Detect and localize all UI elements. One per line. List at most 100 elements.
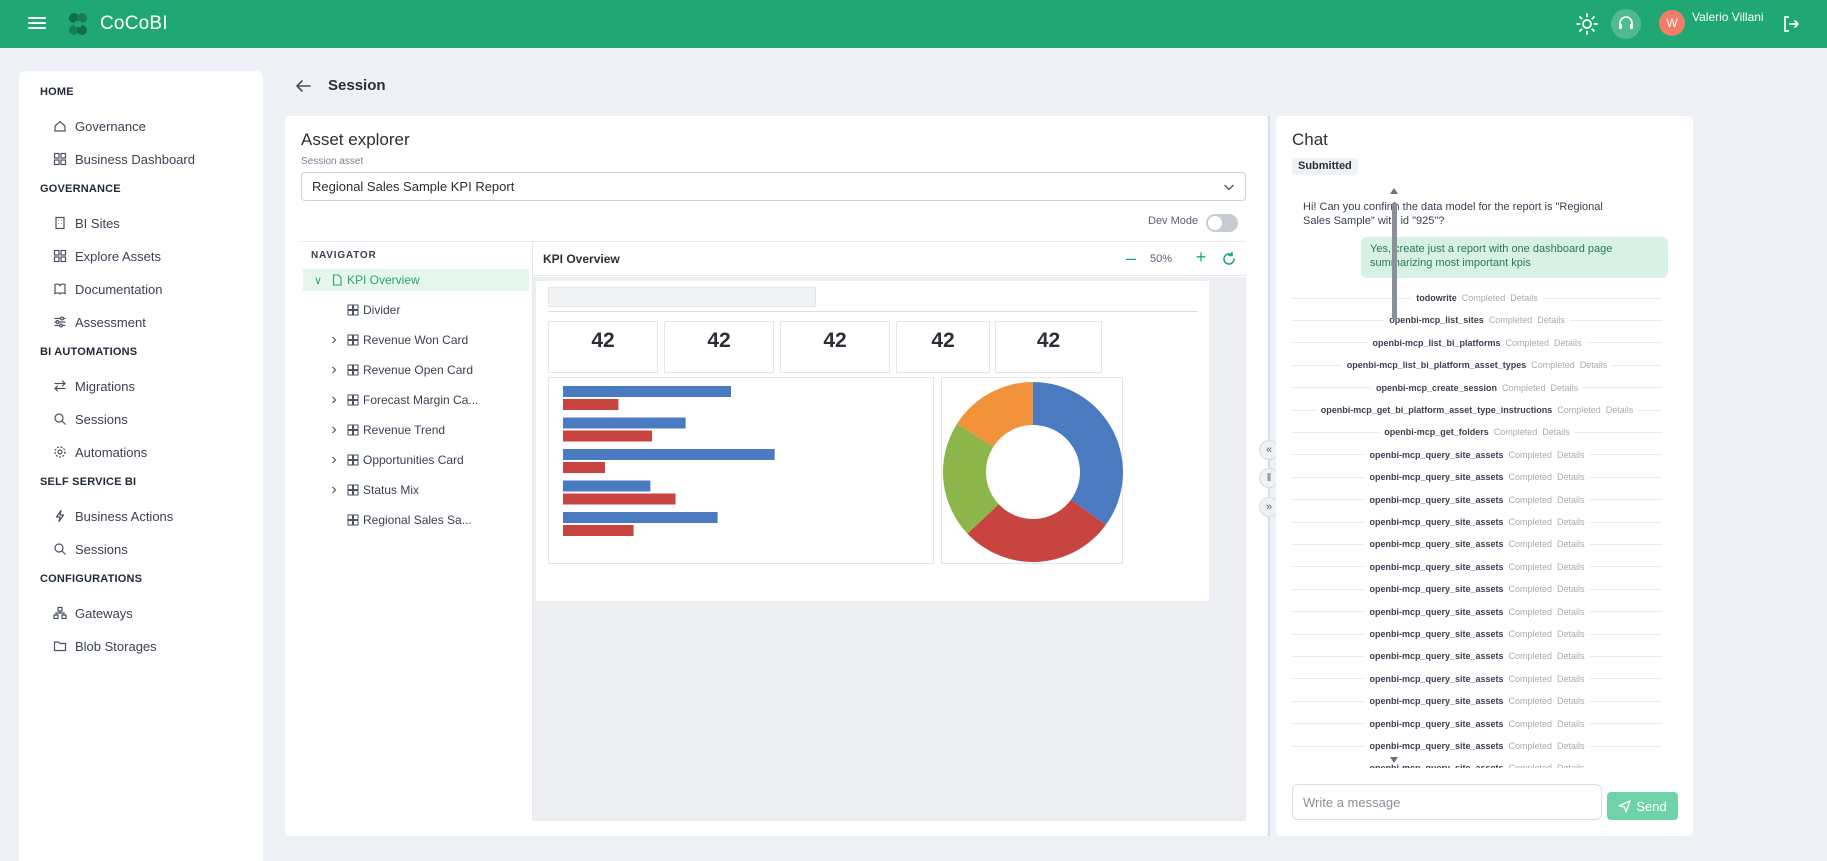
tool-status: Completed [1508, 494, 1553, 505]
tool-name: openbi-mcp_query_site_assets [1369, 494, 1504, 505]
avatar[interactable]: W [1659, 10, 1685, 36]
sidebar-item-governance[interactable]: Governance [53, 114, 146, 138]
sidebar-item-gateways[interactable]: Gateways [53, 601, 133, 625]
sidebar-item-business-dashboard[interactable]: Business Dashboard [53, 147, 195, 171]
bar-series-2 [563, 462, 605, 473]
details-link[interactable]: Details [1557, 517, 1585, 527]
row-line [1589, 454, 1663, 456]
navigator-item[interactable]: Divider [327, 299, 400, 321]
asset-explorer-title: Asset explorer [301, 130, 410, 149]
row-line [1292, 678, 1365, 680]
building-icon [53, 216, 67, 230]
navigator-item[interactable]: › Revenue Trend [327, 419, 445, 441]
report-canvas: KPI Overview – 50% + 42 42 42 42 42 [533, 241, 1246, 821]
row-line [1589, 499, 1663, 501]
details-link[interactable]: Details [1557, 561, 1585, 572]
chevron-right-icon[interactable]: › [331, 481, 337, 498]
sidebar-item-explore-assets[interactable]: Explore Assets [53, 244, 161, 268]
details-link[interactable]: Details [1554, 337, 1582, 348]
row-line [1292, 521, 1365, 523]
sidebar-item-sessions-self-service[interactable]: Sessions [53, 537, 128, 561]
tool-status: Completed [1508, 606, 1553, 617]
row-line [1589, 655, 1663, 657]
details-link[interactable]: Details [1557, 449, 1585, 460]
navigator-item-label: Revenue Open Card [363, 363, 474, 377]
details-link[interactable]: Details [1557, 472, 1585, 483]
details-link[interactable]: Details [1557, 741, 1585, 751]
navigator-item[interactable]: ∨ KPI Overview [303, 269, 529, 291]
pause-icon[interactable]: ‖ [1259, 468, 1279, 488]
sidebar-item-documentation[interactable]: Documentation [53, 277, 162, 301]
sidebar-item-blob-storages[interactable]: Blob Storages [53, 634, 157, 658]
details-link[interactable]: Details [1557, 718, 1585, 729]
row-line [1589, 678, 1663, 680]
sidebar-item-label: Business Dashboard [75, 151, 195, 167]
dev-mode-label: Dev Mode [1148, 215, 1199, 227]
chevron-right-icon[interactable]: › [331, 391, 337, 408]
session-asset-select[interactable]: Regional Sales Sample KPI Report [301, 172, 1246, 201]
navigator-item[interactable]: › Revenue Open Card [327, 359, 473, 381]
support-button[interactable] [1611, 9, 1641, 39]
details-link[interactable]: Details [1557, 606, 1585, 617]
details-link[interactable]: Details [1557, 584, 1585, 595]
tool-status: Completed [1508, 472, 1553, 483]
sidebar-item-sessions[interactable]: Sessions [53, 407, 128, 431]
row-line [1292, 387, 1371, 389]
chat-panel: Chat Submitted Hi! Can you confirm the d… [1276, 116, 1693, 836]
navigator-item[interactable]: › Revenue Won Card [327, 329, 468, 351]
details-link[interactable]: Details [1605, 405, 1634, 415]
navigator-item[interactable]: › Opportunities Card [327, 449, 463, 471]
details-link[interactable]: Details [1537, 315, 1565, 326]
refresh-icon[interactable] [1221, 251, 1237, 267]
sidebar-item-automations[interactable]: Automations [53, 440, 147, 464]
details-link[interactable]: Details [1550, 382, 1579, 393]
chevron-right-icon[interactable]: › [331, 421, 337, 438]
sidebar-item-assessment[interactable]: Assessment [53, 310, 146, 334]
sidebar-item-migrations[interactable]: Migrations [53, 374, 135, 398]
details-link[interactable]: Details [1579, 360, 1608, 371]
navigator-item[interactable]: › Forecast Margin Ca... [327, 389, 478, 411]
kpi-value: 42 [707, 329, 731, 352]
details-link[interactable]: Details [1542, 427, 1570, 438]
chat-messages[interactable]: Hi! Can you confirm the data model for t… [1292, 188, 1670, 768]
sidebar: HOME Governance Business Dashboard GOVER… [19, 71, 263, 861]
details-link[interactable]: Details [1557, 629, 1585, 639]
details-link[interactable]: Details [1557, 539, 1585, 550]
details-link[interactable]: Details [1557, 673, 1585, 684]
tool-call-row: openbi-mcp_query_site_assets Completed Det… [1292, 469, 1663, 485]
tool-name: openbi-mcp_get_folders [1384, 427, 1489, 438]
sidebar-item-bi-sites[interactable]: BI Sites [53, 211, 120, 235]
tool-name: openbi-mcp_query_site_assets [1369, 651, 1504, 662]
send-button[interactable]: Send [1607, 792, 1678, 820]
details-link[interactable]: Details [1510, 293, 1538, 303]
details-link[interactable]: Details [1557, 696, 1585, 707]
chevron-down-icon[interactable]: ∨ [313, 274, 323, 287]
zoom-in-button[interactable]: + [1195, 247, 1207, 267]
chevron-right-icon[interactable]: › [331, 331, 337, 348]
row-line [1574, 431, 1662, 433]
tool-call-row: openbi-mcp_query_site_assets Completed Det… [1292, 604, 1663, 620]
chevron-right-icon[interactable]: › [331, 451, 337, 468]
tool-call-row: todowrite Completed Details [1292, 290, 1663, 306]
tool-call-row: openbi-mcp_query_site_assets Completed Det… [1292, 760, 1663, 768]
menu-icon[interactable] [28, 14, 46, 32]
tool-name: openbi-mcp_query_site_assets [1369, 718, 1504, 729]
sidebar-item-label: Automations [75, 444, 148, 460]
sliders-icon [53, 315, 67, 329]
chat-scrollbar[interactable] [1390, 188, 1398, 768]
message-input[interactable] [1292, 784, 1602, 820]
sidebar-item-label: Gateways [75, 605, 133, 621]
navigator-item[interactable]: Regional Sales Sa... [327, 509, 472, 531]
details-link[interactable]: Details [1557, 494, 1585, 505]
details-link[interactable]: Details [1557, 651, 1585, 662]
user-name[interactable]: Valerio Villani [1692, 10, 1764, 24]
chevron-right-icon[interactable]: › [331, 361, 337, 378]
logout-icon[interactable] [1781, 14, 1801, 34]
navigator-item[interactable]: › Status Mix [327, 479, 419, 501]
dev-mode-toggle[interactable] [1206, 214, 1238, 232]
details-link[interactable]: Details [1557, 763, 1585, 768]
sidebar-item-business-actions[interactable]: Business Actions [53, 504, 173, 528]
theme-toggle-icon[interactable] [1575, 12, 1599, 36]
back-arrow-icon[interactable] [294, 78, 312, 94]
zoom-out-button[interactable]: – [1125, 248, 1136, 268]
